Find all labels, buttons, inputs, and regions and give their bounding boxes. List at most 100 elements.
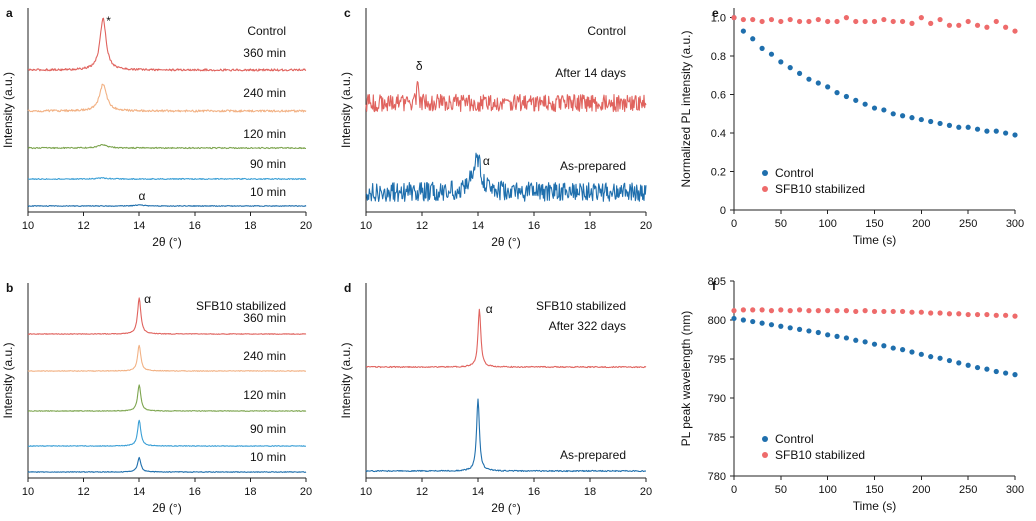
f-data-point <box>946 311 953 317</box>
f-y-tick-label: 790 <box>708 393 726 405</box>
b-x-tick-label: 18 <box>244 486 256 498</box>
e-data-point <box>862 101 868 107</box>
e-data-point <box>965 18 971 25</box>
a-series-line <box>27 177 307 181</box>
b-series-line <box>27 456 307 473</box>
f-data-point <box>796 307 803 313</box>
b-title: SFB10 stabilized <box>196 299 286 313</box>
f-y-tick-label: 800 <box>708 315 726 327</box>
e-x-tick-label: 200 <box>912 218 930 230</box>
e-data-point <box>825 84 831 90</box>
f-data-point <box>881 343 887 349</box>
e-data-point <box>909 20 915 26</box>
e-data-point <box>974 22 981 28</box>
c-x-tick-label: 14 <box>472 220 484 232</box>
e-data-point <box>1012 28 1018 34</box>
b-series-line <box>27 419 307 447</box>
e-data-point <box>843 15 850 21</box>
e-data-point <box>956 124 962 130</box>
f-data-point <box>759 320 765 326</box>
e-data-point <box>909 115 915 121</box>
b-panel-label: b <box>6 281 13 295</box>
d-title: SFB10 stabilized <box>536 299 626 313</box>
f-data-point <box>806 328 812 334</box>
f-y-label: PL peak wavelength (nm) <box>679 311 693 447</box>
f-data-point <box>768 308 775 314</box>
e-data-point <box>984 24 990 30</box>
e-data-point <box>768 16 775 23</box>
e-data-point <box>937 120 943 127</box>
e-data-point <box>834 90 840 96</box>
f-data-point <box>993 312 999 318</box>
e-data-point <box>787 16 793 23</box>
e-data-point <box>974 126 981 132</box>
e-y-tick-label: 0 <box>720 205 726 217</box>
e-data-point <box>834 18 840 25</box>
c-x-tick-label: 10 <box>360 220 372 232</box>
a-panel-label: a <box>6 6 13 20</box>
b-series-label: 120 min <box>243 388 286 402</box>
d-series-label: As-prepared <box>560 448 626 462</box>
e-y-tick-label: 0.4 <box>711 128 726 140</box>
e-panel-label: e <box>712 6 719 20</box>
a-peak-annotation: * <box>106 14 111 28</box>
e-data-point <box>937 16 943 23</box>
c-x-label: 2θ (°) <box>491 235 520 249</box>
b-series-label: 360 min <box>243 311 286 325</box>
e-data-point <box>825 18 831 25</box>
f-legend-marker <box>762 452 768 458</box>
c-title: Control <box>587 24 626 38</box>
f-data-point <box>778 307 784 313</box>
e-data-point <box>890 18 896 25</box>
f-x-tick-label: 250 <box>959 484 977 496</box>
e-data-point <box>768 51 775 57</box>
f-data-point <box>937 355 943 361</box>
f-data-point <box>928 310 934 316</box>
panel-c: 10 12 14 16 18 20 2θ (°) Intensity (a.u.) c Contr… <box>339 6 652 249</box>
e-y-label: Normalized PL intensity (a.u.) <box>679 31 693 188</box>
f-x-tick-label: 0 <box>731 484 737 496</box>
c-peak-annotation: α <box>483 154 490 168</box>
c-series-label: As-prepared <box>560 159 626 173</box>
e-data-point <box>900 113 906 119</box>
d-x-tick-label: 12 <box>416 486 428 498</box>
f-data-point <box>787 325 793 331</box>
f-data-point <box>909 309 915 315</box>
e-data-point <box>881 16 887 23</box>
e-data-point <box>900 18 906 25</box>
d-series-line <box>365 398 647 473</box>
b-series-line <box>27 297 307 335</box>
f-data-point <box>993 368 999 375</box>
f-x-tick-label: 300 <box>1006 484 1024 496</box>
a-series-label: 90 min <box>250 157 286 171</box>
e-data-point <box>778 18 784 25</box>
f-panel-label: f <box>712 279 717 293</box>
e-data-point <box>759 18 765 25</box>
a-peak-annotation: α <box>139 189 146 203</box>
f-data-point <box>974 311 981 318</box>
e-data-point <box>993 128 999 134</box>
e-data-point <box>796 70 803 77</box>
f-data-point <box>796 326 803 332</box>
c-x-tick-label: 16 <box>528 220 540 232</box>
b-y-label: Intensity (a.u.) <box>1 342 15 418</box>
a-x-tick-label: 14 <box>133 220 145 232</box>
f-data-point <box>984 311 990 318</box>
f-data-point <box>843 335 850 341</box>
a-y-label: Intensity (a.u.) <box>1 72 15 148</box>
f-data-point <box>740 317 746 323</box>
e-legend-label: Control <box>775 166 814 180</box>
c-peak-annotation: δ <box>416 59 423 73</box>
a-x-tick-label: 12 <box>77 220 89 232</box>
e-data-point <box>750 16 756 23</box>
e-data-point <box>806 18 812 25</box>
c-x-tick-label: 12 <box>416 220 428 232</box>
a-x-tick-label: 20 <box>300 220 312 232</box>
d-x-tick-label: 14 <box>472 486 484 498</box>
e-data-point <box>740 16 746 23</box>
f-data-point <box>928 354 934 360</box>
panel-e: 0 50 100 150 200 250 300 Time (s) Normalized PL … <box>679 6 1024 247</box>
e-data-point <box>946 122 953 128</box>
e-data-point <box>853 18 859 25</box>
